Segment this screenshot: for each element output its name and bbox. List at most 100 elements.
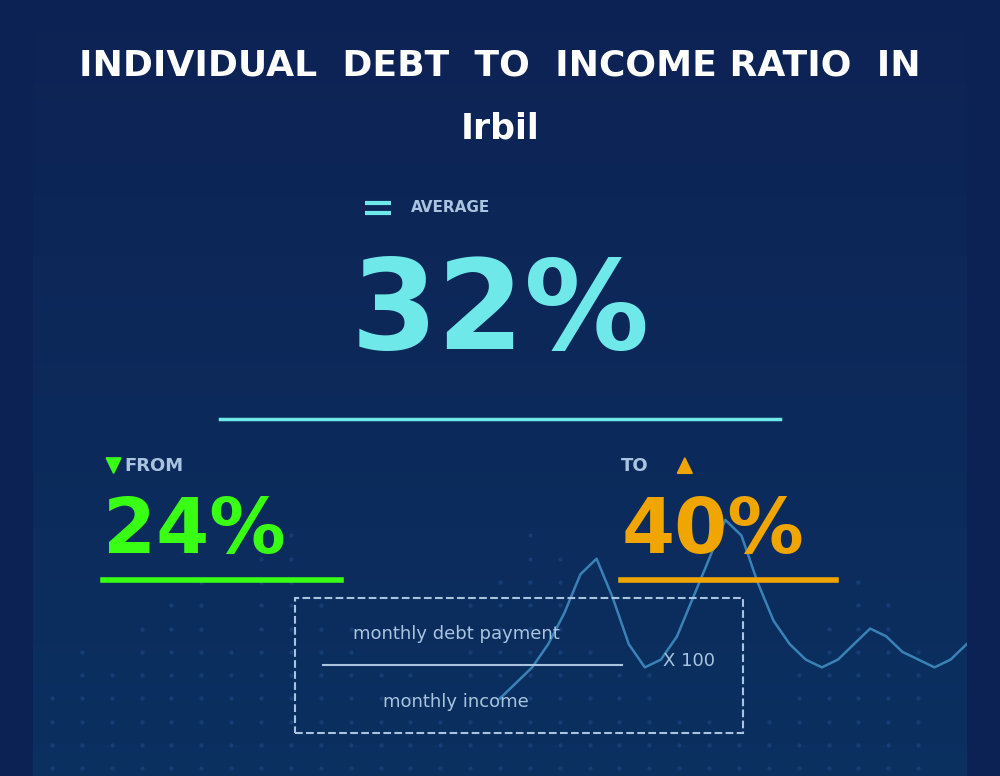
Bar	[33, 225, 967, 233]
Text: 24%: 24%	[103, 494, 286, 569]
Bar	[33, 427, 967, 435]
Text: 40%: 40%	[621, 494, 804, 569]
Bar	[33, 155, 967, 163]
Text: AVERAGE: AVERAGE	[411, 199, 491, 215]
Text: TO: TO	[621, 456, 649, 475]
Bar	[33, 47, 967, 54]
Bar	[33, 760, 967, 768]
Bar	[33, 528, 967, 535]
Bar	[33, 753, 967, 760]
Polygon shape	[106, 458, 121, 473]
Bar	[33, 217, 967, 225]
Bar	[33, 512, 967, 520]
Text: FROM: FROM	[125, 456, 184, 475]
Bar	[33, 365, 967, 372]
Bar	[33, 31, 967, 39]
Bar	[33, 636, 967, 644]
Bar	[33, 404, 967, 411]
Polygon shape	[677, 458, 692, 473]
Bar	[33, 233, 967, 241]
Bar	[33, 140, 967, 147]
Bar	[33, 349, 967, 357]
Bar	[33, 256, 967, 264]
Text: INDIVIDUAL  DEBT  TO  INCOME RATIO  IN: INDIVIDUAL DEBT TO INCOME RATIO IN	[79, 49, 921, 83]
Bar	[33, 458, 967, 466]
Bar	[33, 147, 967, 155]
Bar	[33, 504, 967, 512]
Bar	[33, 124, 967, 132]
Bar	[33, 210, 967, 217]
Bar	[33, 729, 967, 737]
Bar	[33, 8, 967, 16]
Bar	[33, 535, 967, 543]
Text: 32%: 32%	[350, 254, 650, 375]
Bar	[33, 466, 967, 473]
Text: X 100: X 100	[663, 653, 715, 670]
Bar	[33, 590, 967, 598]
Bar	[33, 295, 967, 303]
Bar	[33, 16, 967, 23]
Bar	[33, 520, 967, 528]
Bar	[33, 722, 967, 729]
Bar	[33, 489, 967, 497]
Bar	[33, 380, 967, 388]
Bar	[33, 132, 967, 140]
Text: monthly debt payment: monthly debt payment	[353, 625, 559, 643]
Bar	[33, 621, 967, 629]
Bar	[33, 714, 967, 722]
Bar	[33, 0, 967, 8]
Bar	[33, 85, 967, 93]
Bar	[33, 334, 967, 341]
Bar	[33, 543, 967, 551]
Bar	[33, 442, 967, 450]
Bar	[33, 357, 967, 365]
Bar	[33, 644, 967, 652]
Bar	[33, 341, 967, 349]
Bar	[33, 54, 967, 62]
Bar	[33, 163, 967, 171]
Bar	[33, 613, 967, 621]
Bar	[33, 39, 967, 47]
Bar	[33, 388, 967, 396]
Bar	[33, 171, 967, 178]
Bar	[33, 411, 967, 419]
Bar	[33, 326, 967, 334]
Bar	[33, 574, 967, 582]
Bar	[33, 698, 967, 706]
Bar	[33, 737, 967, 745]
Bar	[33, 62, 967, 70]
Bar	[33, 109, 967, 116]
Text: Irbil: Irbil	[461, 111, 539, 145]
Bar	[33, 264, 967, 272]
Bar	[33, 279, 967, 287]
Bar	[33, 683, 967, 691]
Bar	[33, 652, 967, 660]
Bar	[33, 605, 967, 613]
Bar	[33, 303, 967, 310]
Bar	[33, 23, 967, 31]
Bar	[33, 691, 967, 698]
Bar	[33, 450, 967, 458]
Bar	[33, 186, 967, 194]
Bar	[33, 194, 967, 202]
Bar	[33, 559, 967, 566]
Bar	[33, 116, 967, 124]
Bar	[33, 241, 967, 248]
Bar	[33, 419, 967, 427]
Bar	[33, 287, 967, 295]
Bar	[33, 667, 967, 675]
Bar	[33, 473, 967, 481]
Bar	[33, 551, 967, 559]
Bar	[33, 598, 967, 605]
Bar	[33, 497, 967, 504]
Bar	[33, 675, 967, 683]
Bar	[33, 318, 967, 326]
Bar	[33, 178, 967, 186]
Bar	[33, 629, 967, 636]
Bar	[33, 310, 967, 318]
Bar	[33, 272, 967, 279]
Bar	[33, 202, 967, 210]
Text: monthly income: monthly income	[383, 693, 529, 711]
Bar	[33, 101, 967, 109]
Bar	[33, 78, 967, 85]
